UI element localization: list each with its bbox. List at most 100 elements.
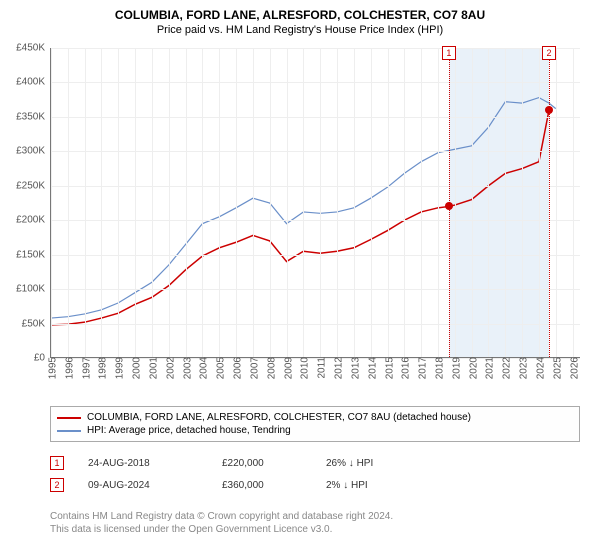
x-tick-label: 2004: [195, 357, 210, 379]
chart-title: COLUMBIA, FORD LANE, ALRESFORD, COLCHEST…: [0, 0, 600, 22]
chart-subtitle: Price paid vs. HM Land Registry's House …: [0, 22, 600, 42]
sale-diff: 2% ↓ HPI: [326, 480, 368, 491]
y-tick-label: £50K: [22, 318, 51, 329]
gridline-v: [371, 48, 372, 357]
x-tick-label: 2002: [161, 357, 176, 379]
gridline-h: [51, 324, 580, 325]
x-tick-label: 2014: [363, 357, 378, 379]
gridline-v: [320, 48, 321, 357]
gridline-h: [51, 289, 580, 290]
y-tick-label: £300K: [16, 146, 51, 157]
y-tick-label: £250K: [16, 180, 51, 191]
legend: COLUMBIA, FORD LANE, ALRESFORD, COLCHEST…: [50, 406, 580, 442]
sale-price: £220,000: [222, 458, 302, 469]
x-tick-label: 1996: [60, 357, 75, 379]
x-tick-label: 2019: [447, 357, 462, 379]
gridline-v: [522, 48, 523, 357]
x-tick-label: 2021: [481, 357, 496, 379]
x-tick-label: 2011: [313, 357, 328, 379]
sale-badge: 2: [50, 478, 64, 492]
y-tick-label: £150K: [16, 249, 51, 260]
gridline-v: [421, 48, 422, 357]
gridline-h: [51, 48, 580, 49]
y-tick-label: £200K: [16, 215, 51, 226]
marker-badge: 1: [442, 46, 456, 60]
legend-swatch: [57, 417, 81, 419]
legend-item: HPI: Average price, detached house, Tend…: [57, 424, 573, 437]
gridline-v: [186, 48, 187, 357]
gridline-h: [51, 82, 580, 83]
marker-dot: [445, 202, 453, 210]
sale-date: 09-AUG-2024: [88, 480, 198, 491]
legend-label: HPI: Average price, detached house, Tend…: [87, 425, 291, 436]
x-tick-label: 2008: [262, 357, 277, 379]
gridline-v: [438, 48, 439, 357]
x-tick-label: 1999: [111, 357, 126, 379]
gridline-v: [488, 48, 489, 357]
footer-note: Contains HM Land Registry data © Crown c…: [50, 510, 580, 536]
x-tick-label: 2024: [531, 357, 546, 379]
x-tick-label: 1998: [94, 357, 109, 379]
x-tick-label: 2017: [414, 357, 429, 379]
gridline-h: [51, 255, 580, 256]
x-tick-label: 2026: [565, 357, 580, 379]
y-tick-label: £400K: [16, 77, 51, 88]
x-tick-label: 2005: [212, 357, 227, 379]
x-tick-label: 2003: [178, 357, 193, 379]
x-tick-label: 1997: [77, 357, 92, 379]
gridline-v: [101, 48, 102, 357]
gridline-v: [404, 48, 405, 357]
x-tick-label: 2010: [296, 357, 311, 379]
legend-item: COLUMBIA, FORD LANE, ALRESFORD, COLCHEST…: [57, 411, 573, 424]
gridline-v: [68, 48, 69, 357]
gridline-v: [354, 48, 355, 357]
gridline-h: [51, 117, 580, 118]
x-tick-label: 2015: [380, 357, 395, 379]
gridline-h: [51, 151, 580, 152]
gridline-v: [85, 48, 86, 357]
gridline-v: [236, 48, 237, 357]
gridline-v: [270, 48, 271, 357]
legend-label: COLUMBIA, FORD LANE, ALRESFORD, COLCHEST…: [87, 412, 471, 423]
y-tick-label: £350K: [16, 111, 51, 122]
sale-badge: 1: [50, 456, 64, 470]
x-tick-label: 2013: [346, 357, 361, 379]
sale-date: 24-AUG-2018: [88, 458, 198, 469]
gridline-v: [152, 48, 153, 357]
footer-line-1: Contains HM Land Registry data © Crown c…: [50, 510, 580, 523]
x-tick-label: 2023: [515, 357, 530, 379]
gridline-h: [51, 186, 580, 187]
x-tick-label: 2025: [548, 357, 563, 379]
x-tick-label: 2009: [279, 357, 294, 379]
gridline-v: [202, 48, 203, 357]
x-tick-label: 2022: [498, 357, 513, 379]
x-tick-label: 2007: [245, 357, 260, 379]
gridline-v: [169, 48, 170, 357]
sale-price: £360,000: [222, 480, 302, 491]
sale-diff: 26% ↓ HPI: [326, 458, 373, 469]
legend-swatch: [57, 430, 81, 432]
x-tick-label: 2018: [430, 357, 445, 379]
x-tick-label: 2006: [229, 357, 244, 379]
line-series-svg: [51, 48, 580, 357]
gridline-v: [118, 48, 119, 357]
y-tick-label: £450K: [16, 43, 51, 54]
y-tick-label: £100K: [16, 284, 51, 295]
x-tick-label: 2000: [128, 357, 143, 379]
gridline-v: [573, 48, 574, 357]
gridline-v: [556, 48, 557, 357]
gridline-v: [472, 48, 473, 357]
gridline-v: [303, 48, 304, 357]
gridline-v: [253, 48, 254, 357]
marker-dot: [545, 106, 553, 114]
gridline-h: [51, 220, 580, 221]
gridline-v: [539, 48, 540, 357]
gridline-v: [505, 48, 506, 357]
x-tick-label: 2001: [144, 357, 159, 379]
gridline-v: [51, 48, 52, 357]
footer-line-2: This data is licensed under the Open Gov…: [50, 523, 580, 536]
sale-row: 2 09-AUG-2024 £360,000 2% ↓ HPI: [50, 474, 580, 496]
x-tick-label: 2020: [464, 357, 479, 379]
gridline-v: [287, 48, 288, 357]
x-tick-label: 2016: [397, 357, 412, 379]
